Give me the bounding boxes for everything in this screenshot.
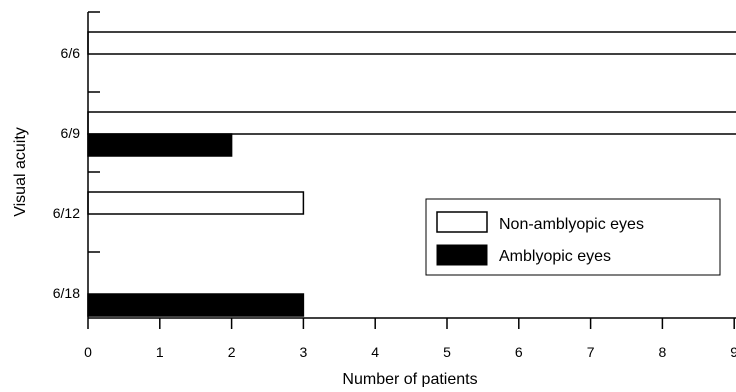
y-tick-label: 6/12 xyxy=(53,205,80,221)
x-axis-label: Number of patients xyxy=(342,371,477,387)
x-tick-label: 0 xyxy=(84,344,92,360)
bar-non-amblyopic-6-9 xyxy=(87,111,736,135)
x-tick-label: 6 xyxy=(515,344,523,360)
x-tick-label: 7 xyxy=(587,344,595,360)
bar-non-amblyopic-6-6 xyxy=(87,31,736,55)
legend-swatch-amblyopic xyxy=(436,244,488,266)
y-axis-label: Visual acuity xyxy=(12,127,29,217)
x-tick-label: 1 xyxy=(156,344,164,360)
x-tick-label: 3 xyxy=(300,344,308,360)
x-tick-label: 9 xyxy=(730,344,736,360)
x-tick-label: 4 xyxy=(371,344,379,360)
bar-non-amblyopic-6-12 xyxy=(87,191,305,215)
legend-swatch-non-amblyopic xyxy=(436,211,488,233)
legend-label-non-amblyopic: Non-amblyopic eyes xyxy=(499,216,644,233)
ticks-group: 6/6 6/9 6/12 6/18 0 1 2 3 4 5 6 7 8 9 xyxy=(53,45,736,360)
legend: Non-amblyopic eyes Amblyopic eyes xyxy=(425,198,721,276)
x-tick-label: 8 xyxy=(659,344,667,360)
legend-label-amblyopic: Amblyopic eyes xyxy=(499,248,611,265)
y-tick-label: 6/6 xyxy=(61,45,81,61)
bar-amblyopic-6-18 xyxy=(87,293,305,317)
bar-amblyopic-6-9 xyxy=(87,133,233,157)
y-tick-label: 6/9 xyxy=(61,125,81,141)
y-tick-label: 6/18 xyxy=(53,285,80,301)
bars-group xyxy=(87,31,736,317)
x-tick-label: 2 xyxy=(228,344,236,360)
x-tick-label: 5 xyxy=(443,344,451,360)
axes-group xyxy=(87,11,736,329)
